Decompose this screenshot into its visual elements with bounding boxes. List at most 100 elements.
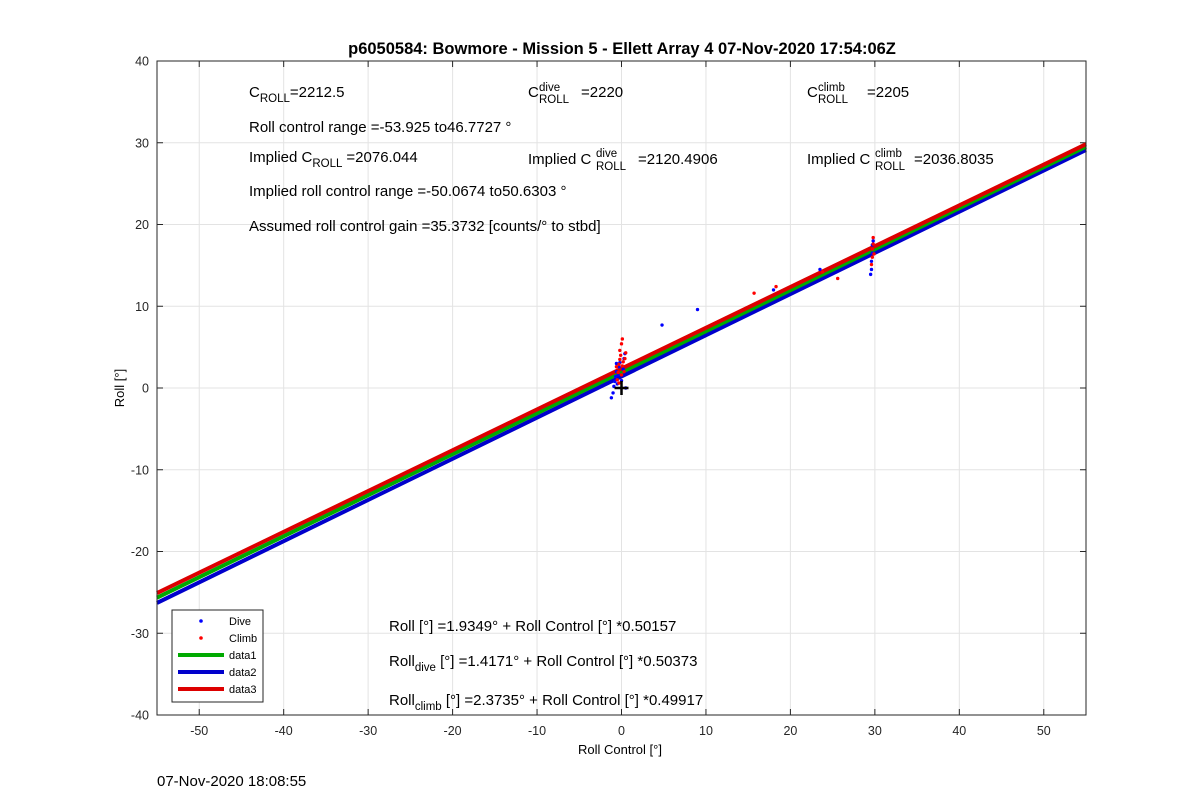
dive-point [613, 379, 617, 384]
y-axis-label: Roll [°] [112, 369, 127, 407]
x-tick-label: 20 [783, 724, 797, 738]
legend-label-data1: data1 [229, 650, 257, 662]
implied-c-roll-dive-value: =2120.4906 [638, 151, 718, 168]
climb-point [620, 364, 625, 368]
x-tick-label: -20 [444, 724, 462, 738]
c-roll-dive-value: =2220 [581, 84, 623, 101]
legend: Dive Climb data1 data2 data3 [171, 609, 264, 703]
legend-label-climb: Climb [229, 633, 257, 645]
climb-point [870, 247, 875, 251]
axis-ticks: -50 -40 -30 -20 -10 0 10 20 30 40 50 -40 -30 -20 -10 0 1… [131, 55, 1086, 738]
x-tick-label: -30 [359, 724, 377, 738]
y-tick-label: -30 [131, 627, 149, 641]
chart-title: p6050584: Bowmore - Mission 5 - Ellett A… [348, 40, 896, 58]
c-roll-climb-sub: ROLL [818, 94, 849, 106]
climb-point [617, 362, 621, 366]
y-tick-label: 20 [135, 218, 149, 232]
legend-label-dive: Dive [229, 616, 251, 628]
y-tick-label: -40 [131, 709, 149, 723]
y-tick-label: 40 [135, 55, 149, 69]
implied-c-roll: Implied CROLL =2076.044 [249, 149, 418, 170]
fit-equation-climb: Rollclimb [°] =2.3735° + Roll Control [°… [389, 692, 703, 713]
x-tick-label: 30 [868, 724, 882, 738]
y-tick-label: 10 [135, 300, 149, 314]
fit-line-data1 [156, 144, 1087, 600]
legend-label-data3: data3 [229, 684, 257, 696]
c-roll-dive-sub: ROLL [539, 94, 570, 106]
climb-point [617, 381, 621, 385]
implied-c-roll-climb-value: =2036.8035 [914, 151, 994, 168]
y-tick-label: -10 [131, 463, 149, 477]
dive-point [616, 373, 620, 377]
c-roll-annotation: CROLL=2212.5 [249, 84, 345, 105]
climb-point [618, 353, 623, 357]
x-tick-label: 0 [618, 724, 625, 738]
implied-roll-control-range: Implied roll control range =-50.0674 to5… [249, 183, 566, 200]
climb-point [623, 356, 627, 361]
implied-c-roll-dive-sub: ROLL [596, 161, 627, 173]
dive-point [871, 239, 875, 243]
x-tick-label: 40 [952, 724, 966, 738]
implied-c-roll-climb: Implied C [807, 151, 871, 168]
x-tick-label: -40 [275, 724, 293, 738]
dive-point [609, 396, 614, 400]
dive-point [611, 391, 615, 395]
implied-c-roll-climb-sup: climb [875, 148, 902, 160]
y-tick-label: 0 [142, 382, 149, 396]
dive-point [868, 272, 873, 277]
climb-point [616, 370, 620, 375]
dive-point [818, 267, 822, 272]
climb-point [622, 369, 626, 374]
climb-point [624, 351, 628, 355]
climb-point [619, 342, 624, 346]
legend-marker-climb [199, 636, 203, 640]
climb-point [618, 348, 622, 353]
plot-frame [156, 60, 1087, 716]
fit-equation-all: Roll [°] =1.9349° + Roll Control [°] *0.… [389, 618, 676, 635]
x-tick-label: -10 [528, 724, 546, 738]
fit-equation-dive: Rolldive [°] =1.4171° + Roll Control [°]… [389, 653, 697, 674]
x-tick-label: 10 [699, 724, 713, 738]
climb-point [836, 276, 840, 281]
c-roll-dive-sup: dive [539, 82, 560, 94]
x-axis-label: Roll Control [°] [578, 742, 662, 757]
dive-point [869, 259, 874, 263]
climb-point [872, 252, 876, 256]
annotations: CROLL=2212.5 C dive ROLL =2220 C climb R… [249, 82, 994, 713]
climb-point [869, 262, 874, 267]
y-tick-label: -20 [131, 545, 149, 559]
x-tick-label: -50 [190, 724, 208, 738]
climb-point [621, 360, 625, 364]
climb-point [774, 284, 778, 289]
c-roll-climb-value: =2205 [867, 84, 909, 101]
fit-line-data3 [156, 142, 1087, 595]
climb-point [871, 242, 875, 246]
dive-point [617, 365, 621, 369]
origin-marker [614, 381, 629, 395]
c-roll-dive-annotation: C [528, 84, 539, 101]
c-roll-climb-annotation: C [807, 84, 818, 101]
y-tick-label: 30 [135, 136, 149, 150]
climb-point [871, 235, 875, 240]
legend-marker-dive [199, 619, 203, 623]
dive-point [660, 323, 664, 327]
climb-point [618, 357, 622, 362]
dive-point [695, 307, 700, 312]
climb-point [615, 378, 619, 382]
c-roll-climb-sup: climb [818, 82, 845, 94]
climb-point [614, 365, 619, 369]
x-tick-label: 50 [1037, 724, 1051, 738]
roll-control-gain: Assumed roll control gain =35.3732 [coun… [249, 218, 601, 235]
dive-point [613, 374, 618, 379]
climb-point [820, 270, 825, 274]
footer-date: 07-Nov-2020 18:08:55 [157, 773, 307, 790]
climb-point [870, 255, 875, 259]
climb-point [619, 373, 624, 377]
climb-point [620, 337, 625, 341]
legend-label-data2: data2 [229, 667, 257, 679]
implied-c-roll-climb-sub: ROLL [875, 161, 906, 173]
implied-c-roll-dive-sup: dive [596, 148, 617, 160]
climb-point [752, 291, 756, 295]
roll-control-range: Roll control range =-53.925 to46.7727 ° [249, 119, 511, 136]
